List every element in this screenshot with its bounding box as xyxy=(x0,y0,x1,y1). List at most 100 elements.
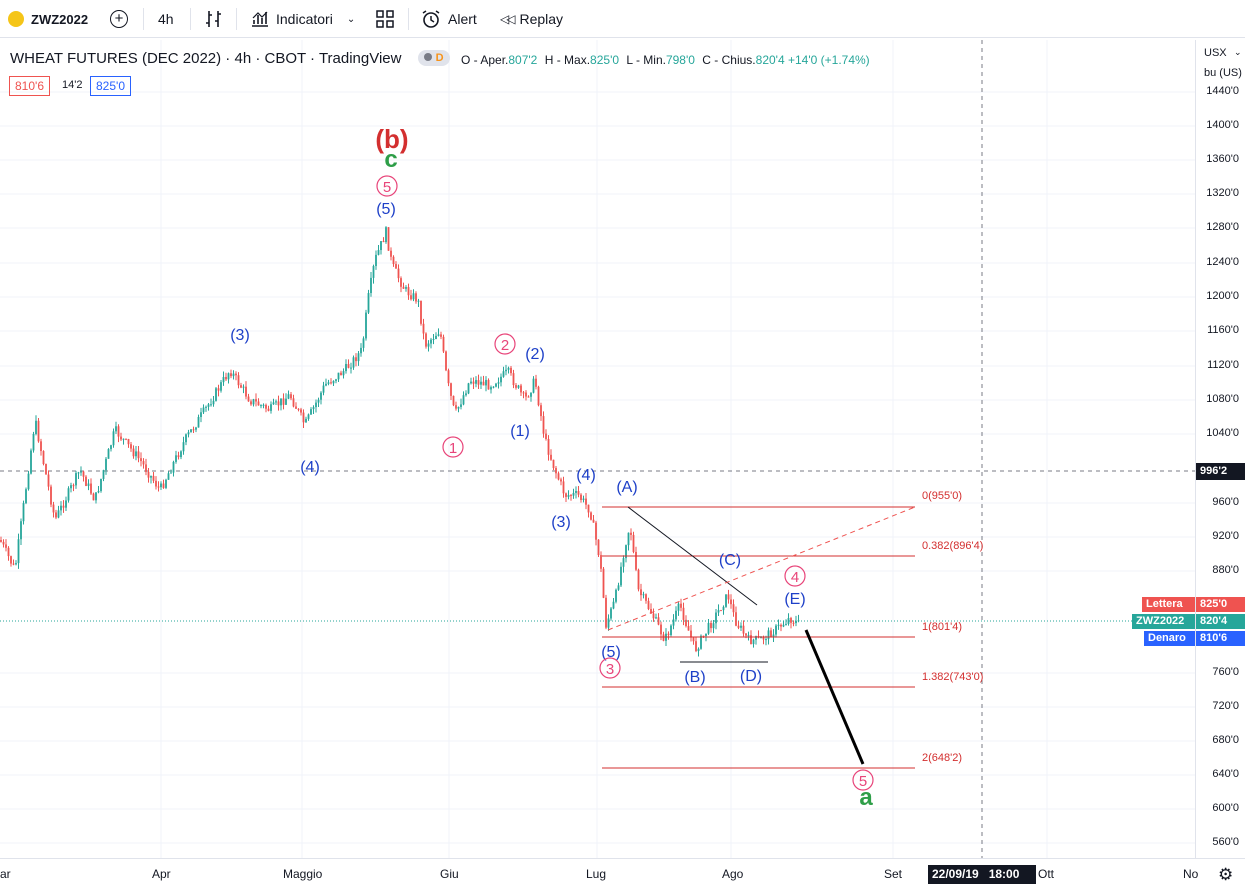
candle-body xyxy=(267,408,270,411)
candle-body xyxy=(122,438,125,440)
candle-body xyxy=(27,473,30,490)
layout-button[interactable] xyxy=(375,0,395,38)
candle-body xyxy=(530,392,532,397)
candle-body xyxy=(210,404,212,406)
candle-body xyxy=(485,379,487,386)
price-tick-label: 600'0 xyxy=(1212,802,1239,814)
candle-body xyxy=(397,268,400,279)
wave-circle-4 xyxy=(784,565,806,587)
open-value: 807'2 xyxy=(508,53,538,67)
candle-body xyxy=(612,601,615,609)
low-value: 798'0 xyxy=(665,53,695,67)
candle-body xyxy=(682,607,685,620)
wave-label-paren-2: (2) xyxy=(525,346,545,363)
candle-body xyxy=(262,404,265,406)
candle-body xyxy=(672,619,675,626)
wave-label-D: (D) xyxy=(740,668,762,685)
candle-body xyxy=(275,401,277,403)
candle-body xyxy=(102,470,105,479)
candle-body xyxy=(255,399,257,402)
candle-body xyxy=(247,396,250,402)
candle-body xyxy=(737,625,740,628)
price-tick-label: 1400'0 xyxy=(1206,119,1239,131)
sell-price-box[interactable]: 810'6 xyxy=(9,76,50,96)
fib-label-2: 2(648'2) xyxy=(922,752,962,764)
candle-body xyxy=(240,385,242,388)
candle-body xyxy=(667,633,670,636)
candle-body xyxy=(595,522,597,540)
time-axis[interactable]: ar Apr Maggio Giu Lug Ago Set Ott No 22/09/19 18… xyxy=(0,858,1245,891)
symbol-search[interactable]: ZWZ2022 xyxy=(8,0,88,38)
candle-body xyxy=(17,539,20,564)
candle-body xyxy=(92,493,95,501)
candle-body xyxy=(647,600,650,610)
candle-body xyxy=(322,385,325,393)
candle-body xyxy=(187,432,190,435)
candle-body xyxy=(47,474,50,487)
currency-label[interactable]: USX xyxy=(1204,47,1227,59)
candle-body xyxy=(732,604,735,613)
price-scale[interactable]: USX ⌄ bu (US) 1440'0 1400'0 1360'0 1320'0 12… xyxy=(1195,40,1245,858)
candle-body xyxy=(660,624,662,635)
symbol-legend[interactable]: WHEAT FUTURES (DEC 2022) · 4h · CBOT · T… xyxy=(10,50,450,67)
candle-body xyxy=(487,379,490,390)
candle-body xyxy=(300,409,302,413)
candle-body xyxy=(37,420,40,442)
candle-body xyxy=(590,512,592,520)
candle-body xyxy=(750,635,752,645)
buy-price-box[interactable]: 825'0 xyxy=(90,76,131,96)
replay-button[interactable]: ◁◁ Replay xyxy=(500,0,563,38)
candle-body xyxy=(222,376,225,383)
candle-body xyxy=(350,367,352,369)
candle-body xyxy=(512,373,515,386)
candle-body xyxy=(200,412,202,417)
candle-body xyxy=(390,250,392,257)
wave-circle-1 xyxy=(442,436,464,458)
candle-body xyxy=(712,623,715,629)
candle-body xyxy=(620,566,622,586)
candle-body xyxy=(792,622,795,624)
candle-body xyxy=(450,383,452,396)
candle-body xyxy=(425,333,427,347)
wave-label-paren-3-low: (3) xyxy=(551,514,571,531)
chart-type-button[interactable] xyxy=(204,0,224,38)
toolbar-divider xyxy=(408,8,409,30)
candle-body xyxy=(702,635,705,637)
candle-body xyxy=(62,505,65,508)
alert-button[interactable]: Alert xyxy=(420,0,477,38)
candle-body xyxy=(742,625,745,634)
interval-button[interactable]: 4h xyxy=(158,0,174,38)
candle-body xyxy=(637,569,640,590)
candle-body xyxy=(587,504,590,513)
candle-body xyxy=(95,492,97,501)
candle-body xyxy=(550,454,552,460)
candle-body xyxy=(582,498,585,500)
candle-body xyxy=(152,475,155,481)
candle-body xyxy=(162,483,165,488)
candle-body xyxy=(417,300,420,302)
wave-label-b-big: (b) xyxy=(375,124,408,154)
candle-body xyxy=(680,603,682,608)
candle-body xyxy=(537,386,540,406)
price-tick-label: 1320'0 xyxy=(1206,187,1239,199)
add-symbol-button[interactable]: + xyxy=(110,0,128,38)
candle-body xyxy=(177,455,180,458)
price-chart[interactable]: 0(955'0) 0.382(896'4) 1(801'4) 1.382(743… xyxy=(0,40,1195,858)
wave-label-paren-1: (1) xyxy=(510,423,530,440)
candle-body xyxy=(280,398,282,406)
candle-body xyxy=(565,493,567,497)
candle-body xyxy=(237,375,240,386)
candle-body xyxy=(207,404,210,407)
indicators-button[interactable]: Indicatori ⌄ xyxy=(250,0,355,38)
candle-body xyxy=(395,264,397,269)
gear-icon[interactable]: ⚙ xyxy=(1218,865,1234,884)
candle-body xyxy=(220,382,222,391)
candle-body xyxy=(347,363,350,368)
candle-body xyxy=(2,541,5,545)
candle-body xyxy=(745,633,747,636)
candle-body xyxy=(782,624,785,627)
candle-body xyxy=(232,373,235,377)
candle-body xyxy=(242,386,245,388)
candle-body xyxy=(55,512,57,518)
time-tick-label: Giu xyxy=(440,867,459,881)
